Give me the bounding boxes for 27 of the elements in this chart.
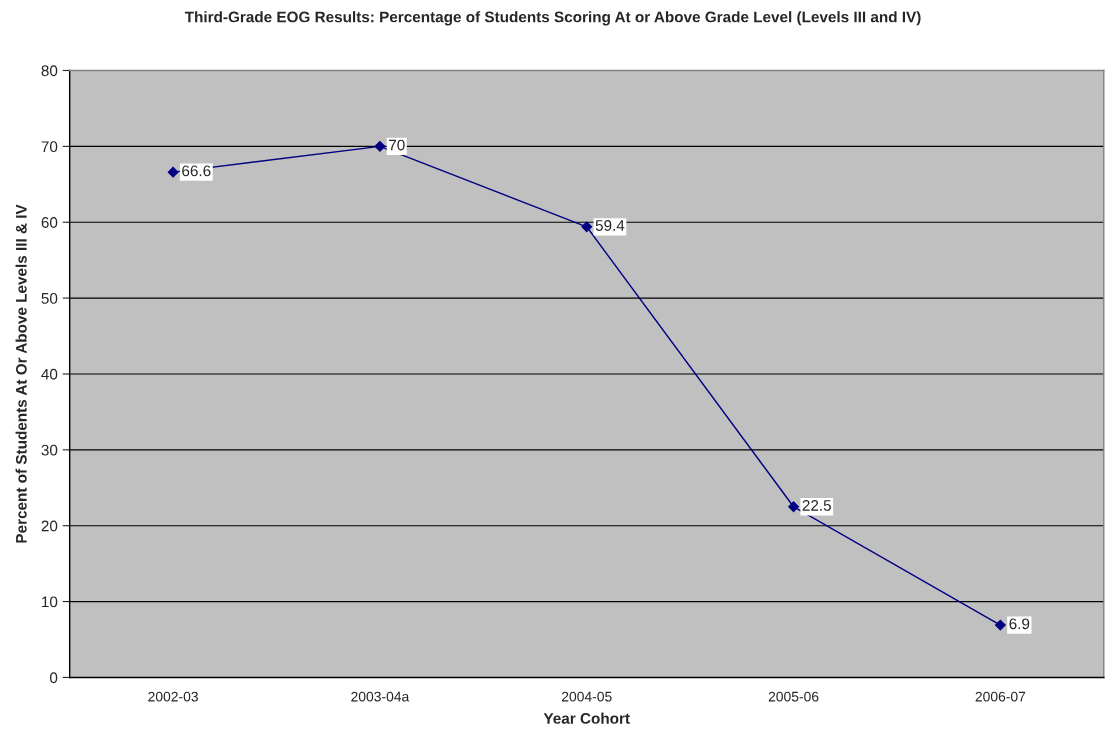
x-tick-label: 2006-07: [975, 691, 1026, 702]
data-label: 70: [389, 139, 405, 151]
data-label: 22.5: [802, 500, 831, 511]
y-tick-label: 40: [41, 368, 58, 380]
point: [581, 221, 593, 233]
data-label: 66.6: [182, 165, 211, 177]
y-tick-label: 30: [41, 444, 58, 456]
y-tick-label: 80: [41, 65, 58, 77]
x-axis-title: Year Cohort: [543, 712, 630, 724]
x-tick-label: 2005-06: [768, 691, 819, 702]
data-label: 6.9: [1009, 618, 1030, 630]
y-tick-label: 60: [41, 217, 58, 228]
point: [374, 140, 386, 152]
data-label: 59.4: [595, 220, 625, 231]
y-tick-label: 70: [41, 141, 58, 153]
y-tick-label: 10: [42, 596, 58, 608]
x-tick-label: 2002-03: [148, 691, 198, 702]
x-tick-label: 2003-04a: [351, 691, 410, 702]
point: [994, 619, 1006, 631]
chart-title: Third-Grade EOG Results: Percentage of Students Scoring At or Above Grade Level (Levels III and IV): [184, 11, 921, 26]
point: [167, 166, 179, 178]
y-tick-label: 0: [49, 672, 58, 684]
y-tick-label: 50: [41, 292, 58, 304]
x-tick-label: 2004-05: [561, 691, 612, 702]
point: [788, 501, 799, 513]
y-axis-title: Percent of Students At Or Above Levels III & IV: [15, 204, 27, 543]
y-tick-label: 20: [41, 520, 58, 532]
